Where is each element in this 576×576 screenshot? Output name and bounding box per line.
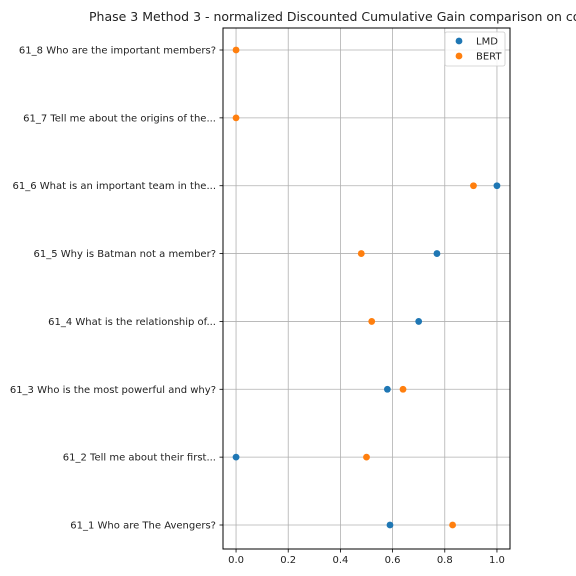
y-axis: 61_1 Who are The Avengers? 61_2 Tell me a… [10,46,223,532]
point-lmd [386,521,394,529]
legend-marker-bert [455,52,463,60]
y-tick-label: 61_8 Who are the important members? [19,46,216,57]
point-lmd [493,182,501,190]
legend-label-bert: BERT [476,52,502,63]
y-tick-label: 61_3 Who is the most powerful and why? [10,385,216,396]
y-tick-label: 61_5 Why is Batman not a member? [34,249,216,260]
x-tick-label: 1.0 [489,555,505,566]
y-tick-label: 61_2 Tell me about their first... [63,453,216,464]
y-tick-label: 61_1 Who are The Avengers? [70,521,216,532]
data-points [232,46,501,529]
y-tick-label: 61_6 What is an important team in the... [13,181,216,192]
point-lmd [415,318,423,325]
point-lmd [433,250,441,257]
legend-label-lmd: LMD [476,37,498,48]
grid-lines [223,28,510,549]
point-bert [232,46,240,54]
legend: LMD BERT [444,31,506,67]
y-tick-label: 61_4 What is the relationship of... [48,317,216,328]
point-lmd [383,385,391,393]
point-bert [368,318,376,325]
y-tick-label: 61_7 Tell me about the origins of the... [23,113,216,124]
point-bert [357,250,365,257]
point-bert [470,182,477,190]
point-bert [232,114,240,122]
point-bert [399,385,407,393]
chart-title: Phase 3 Method 3 - normalized Discounted… [89,9,576,24]
x-tick-label: 0.4 [332,555,348,566]
point-bert [363,453,370,461]
x-tick-label: 0.6 [385,555,401,566]
point-lmd [232,453,240,461]
x-axis: 0.0 0.2 0.4 0.6 0.8 1.0 [228,549,505,566]
x-tick-label: 0.2 [280,555,296,566]
legend-marker-lmd [455,37,463,45]
x-tick-label: 0.8 [437,555,453,566]
point-bert [449,521,456,529]
x-tick-label: 0.0 [228,555,244,566]
plot-frame [222,27,511,550]
